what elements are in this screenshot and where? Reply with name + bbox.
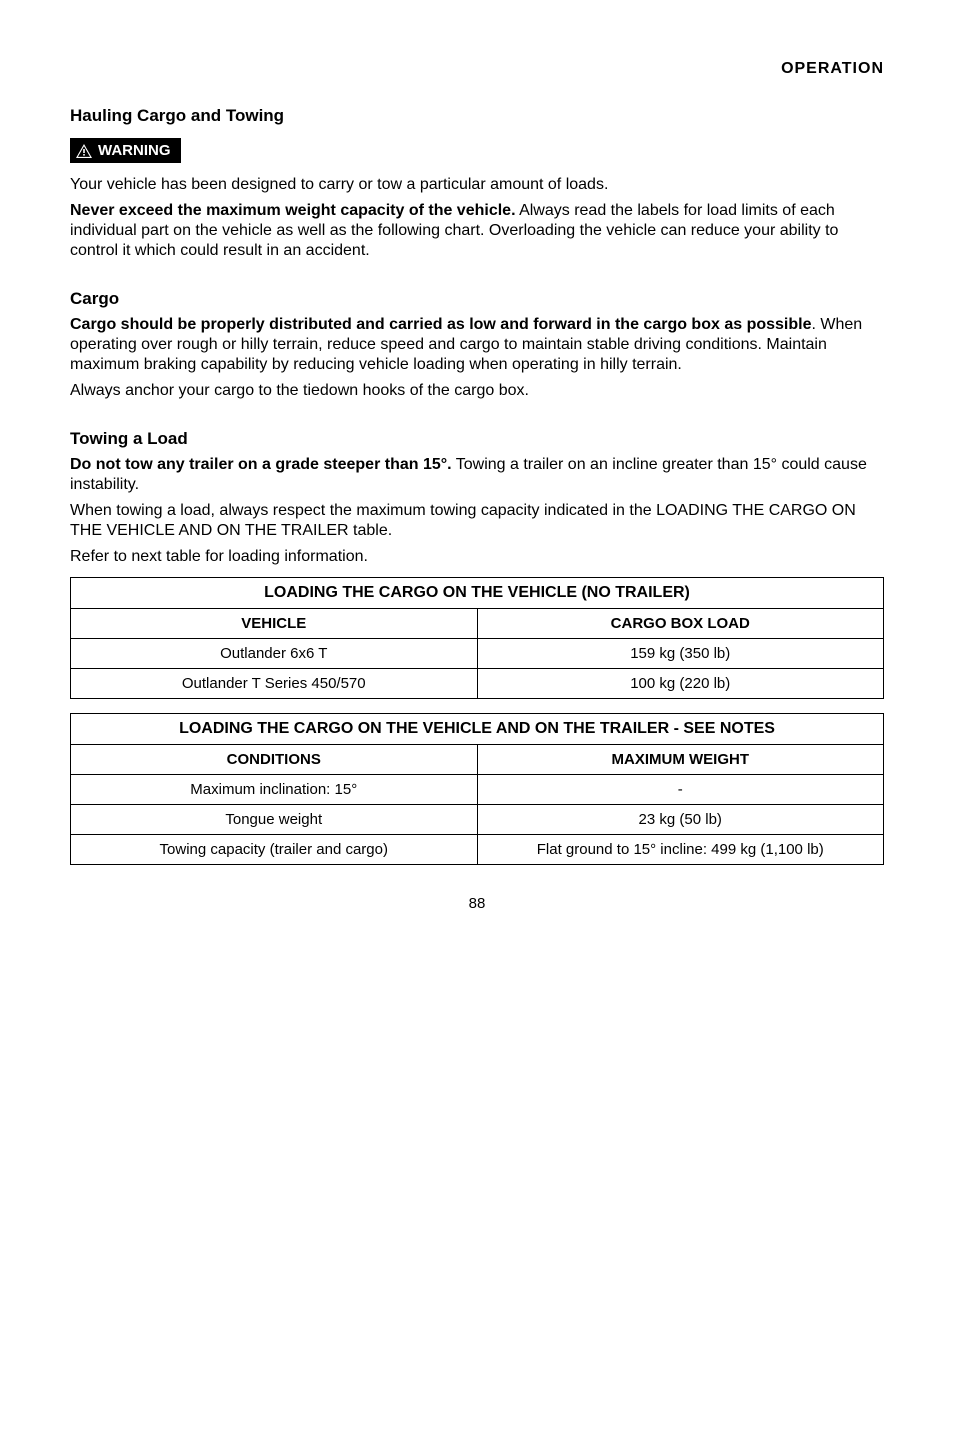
cargo-distribution: Cargo should be properly distributed and… bbox=[70, 315, 884, 375]
table1-title: LOADING THE CARGO ON THE VEHICLE (NO TRA… bbox=[71, 578, 884, 609]
towing-bold: Do not tow any trailer on a grade steepe… bbox=[70, 456, 452, 473]
cargo-bold: Cargo should be properly distributed and… bbox=[70, 316, 811, 333]
table-no-trailer: LOADING THE CARGO ON THE VEHICLE (NO TRA… bbox=[70, 577, 884, 699]
table1-col1: VEHICLE bbox=[71, 609, 478, 639]
towing-capacity-note: When towing a load, always respect the m… bbox=[70, 501, 884, 541]
table-cell: Towing capacity (trailer and cargo) bbox=[71, 835, 478, 865]
warning-label: WARNING bbox=[98, 142, 171, 159]
table-cell: 159 kg (350 lb) bbox=[477, 639, 884, 669]
table-cell: Flat ground to 15° incline: 499 kg (1,10… bbox=[477, 835, 884, 865]
table-cell: Outlander T Series 450/570 bbox=[71, 669, 478, 699]
section-hauling-cargo: Hauling Cargo and Towing bbox=[70, 106, 884, 126]
hauling-never-exceed: Never exceed the maximum weight capacity… bbox=[70, 201, 884, 261]
table-cell: 23 kg (50 lb) bbox=[477, 805, 884, 835]
table-cell: Tongue weight bbox=[71, 805, 478, 835]
table2-title: LOADING THE CARGO ON THE VEHICLE AND ON … bbox=[71, 714, 884, 745]
never-exceed-bold: Never exceed the maximum weight capacity… bbox=[70, 202, 516, 219]
table2-col2: MAXIMUM WEIGHT bbox=[477, 745, 884, 775]
table-cell: Maximum inclination: 15° bbox=[71, 775, 478, 805]
towing-grade: Do not tow any trailer on a grade steepe… bbox=[70, 455, 884, 495]
table-cell: - bbox=[477, 775, 884, 805]
page-header: OPERATION bbox=[70, 60, 884, 78]
table-cell: Outlander 6x6 T bbox=[71, 639, 478, 669]
section-towing: Towing a Load bbox=[70, 429, 884, 449]
table2-col1: CONDITIONS bbox=[71, 745, 478, 775]
warning-triangle-icon bbox=[76, 144, 92, 158]
table1-col2: CARGO BOX LOAD bbox=[477, 609, 884, 639]
table-with-trailer: LOADING THE CARGO ON THE VEHICLE AND ON … bbox=[70, 713, 884, 865]
page-number: 88 bbox=[70, 895, 884, 912]
hauling-intro: Your vehicle has been designed to carry … bbox=[70, 175, 884, 195]
cargo-anchor: Always anchor your cargo to the tiedown … bbox=[70, 381, 884, 401]
warning-badge: WARNING bbox=[70, 138, 181, 163]
table-reference: Refer to next table for loading informat… bbox=[70, 547, 884, 567]
table-cell: 100 kg (220 lb) bbox=[477, 669, 884, 699]
section-cargo: Cargo bbox=[70, 289, 884, 309]
